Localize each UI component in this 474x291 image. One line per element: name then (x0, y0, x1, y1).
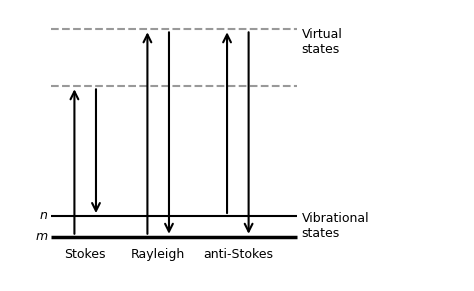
Text: anti-Stokes: anti-Stokes (203, 248, 273, 261)
Text: Vibrational
states: Vibrational states (301, 212, 369, 240)
Text: Stokes: Stokes (64, 248, 106, 261)
Text: Virtual
states: Virtual states (301, 29, 343, 56)
Text: n: n (40, 210, 48, 222)
Text: m: m (36, 230, 48, 243)
Text: Rayleigh: Rayleigh (131, 248, 185, 261)
